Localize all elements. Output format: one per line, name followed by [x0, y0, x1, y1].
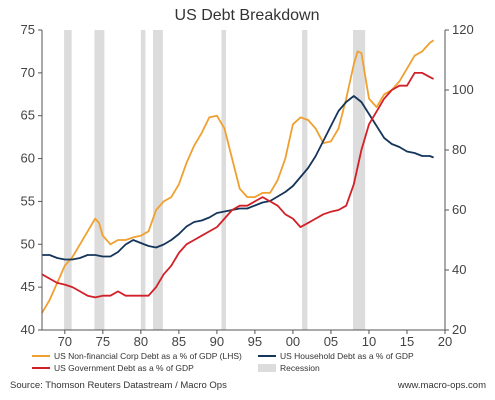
- legend: US Non-financial Corp Debt as a % of GDP…: [32, 351, 414, 373]
- tick-labels: 40 45 50 55 60 65 70 75 20 40 60 80 100 120 70 75 80 85 90…: [21, 22, 474, 349]
- x-tick-label: 75: [96, 334, 110, 349]
- y-left-tick-label: 65: [21, 108, 35, 123]
- x-tick-label: 20: [438, 334, 452, 349]
- y-right-tick-label: 60: [452, 202, 466, 217]
- axes: [38, 29, 449, 334]
- y-left-tick-label: 50: [21, 236, 35, 251]
- y-right-tick-label: 120: [452, 22, 474, 37]
- website-label: www.macro-ops.com: [397, 380, 486, 391]
- y-left-tick-label: 45: [21, 279, 35, 294]
- y-left-tick-label: 40: [21, 322, 35, 337]
- legend-label-corp-debt: US Non-financial Corp Debt as a % of GDP…: [54, 351, 242, 361]
- x-tick-label: 80: [134, 334, 148, 349]
- legend-label-government-debt: US Government Debt as a % of GDP: [54, 363, 194, 373]
- legend-label-recession: Recession: [280, 363, 320, 373]
- series-lines: [41, 39, 435, 314]
- chart-title: US Debt Breakdown: [175, 7, 320, 24]
- y-right-tick-label: 80: [452, 142, 466, 157]
- x-tick-label: 70: [58, 334, 72, 349]
- x-tick-label: 85: [172, 334, 186, 349]
- recession-band-6: [352, 30, 366, 330]
- y-left-tick-label: 75: [21, 22, 35, 37]
- x-tick-label: 10: [362, 334, 376, 349]
- series-line-government-debt: [41, 72, 434, 299]
- x-tick-label: 90: [210, 334, 224, 349]
- y-left-tick-label: 55: [21, 193, 35, 208]
- recession-band-3: [153, 30, 163, 330]
- x-tick-label: 00: [286, 334, 300, 349]
- recession-band-5: [302, 30, 308, 330]
- recession-band-4: [221, 30, 227, 330]
- x-tick-label: 05: [324, 334, 338, 349]
- y-right-tick-label: 20: [452, 322, 466, 337]
- series-line-household-debt: [42, 95, 434, 261]
- legend-swatch-recession: [258, 364, 276, 372]
- legend-label-household-debt: US Household Debt as a % of GDP: [280, 351, 414, 361]
- series-line-corp-debt: [41, 39, 435, 314]
- y-left-tick-label: 70: [21, 65, 35, 80]
- recession-band-1: [94, 30, 105, 330]
- recession-bands: [64, 30, 366, 330]
- recession-band-0: [64, 30, 72, 330]
- x-tick-label: 95: [248, 334, 262, 349]
- y-right-tick-label: 100: [452, 82, 474, 97]
- y-left-tick-label: 60: [21, 151, 35, 166]
- x-tick-label: 15: [400, 334, 414, 349]
- y-right-tick-label: 40: [452, 262, 466, 277]
- recession-band-2: [140, 30, 146, 330]
- source-note: Source: Thomson Reuters Datastream / Mac…: [10, 380, 227, 391]
